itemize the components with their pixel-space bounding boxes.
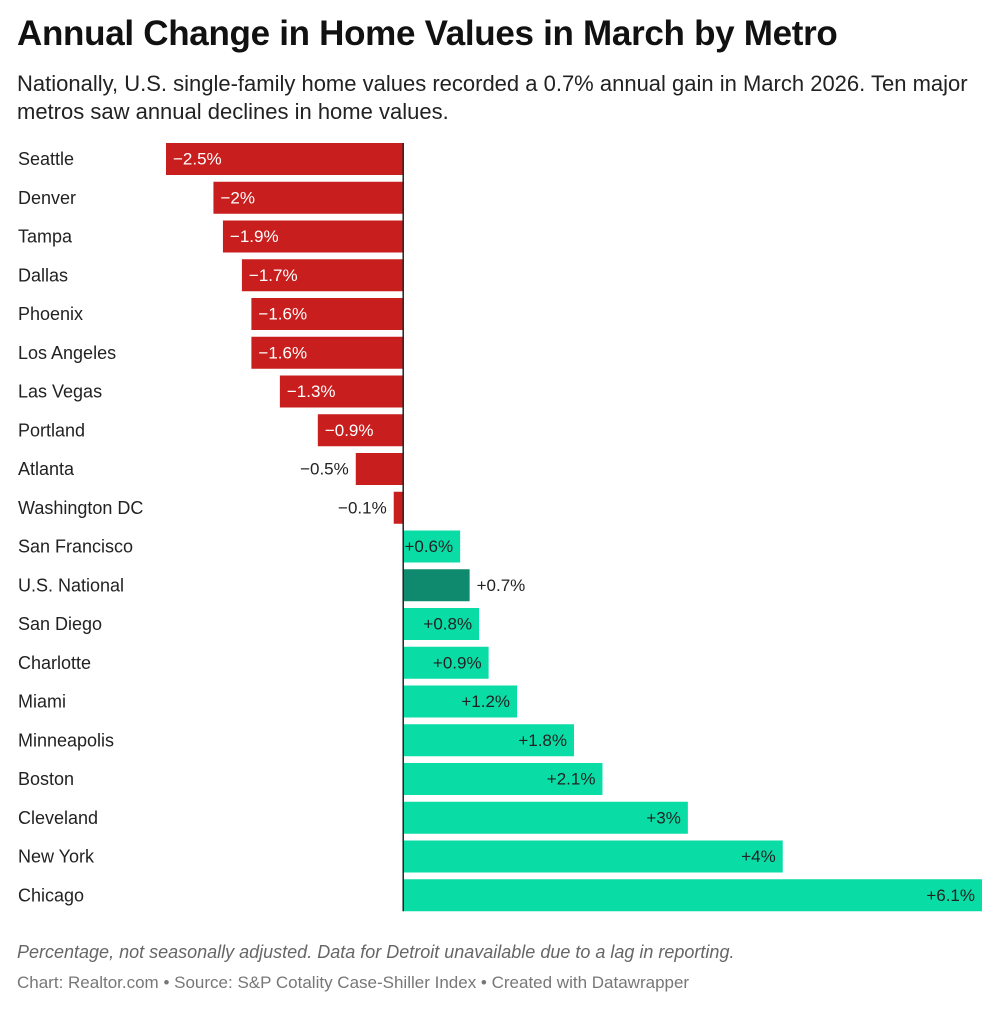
category-label: Los Angeles (18, 343, 116, 363)
category-label: Cleveland (18, 808, 98, 828)
value-label: +6.1% (926, 886, 975, 905)
category-label: San Diego (18, 614, 102, 634)
value-label: −1.3% (287, 382, 336, 401)
bar (403, 801, 688, 834)
bar (403, 685, 518, 718)
category-label: U.S. National (18, 575, 124, 595)
category-label: New York (18, 847, 95, 867)
value-label: +1.2% (461, 692, 510, 711)
category-label: Minneapolis (18, 730, 114, 750)
chart-notes: Percentage, not seasonally adjusted. Dat… (17, 942, 735, 962)
value-label: −0.5% (300, 460, 349, 479)
bar (403, 763, 603, 795)
value-label: −1.9% (230, 227, 279, 246)
chart-subtitle: Nationally, U.S. single-family home valu… (17, 71, 968, 124)
chart-title: Annual Change in Home Values in March by… (17, 14, 838, 53)
value-label: +2.1% (547, 770, 596, 789)
bar (403, 724, 574, 757)
category-label: Miami (18, 692, 66, 712)
bar (403, 879, 982, 912)
bar (403, 569, 470, 602)
category-label: Phoenix (18, 304, 83, 324)
category-label: Boston (18, 769, 74, 789)
bar (222, 220, 404, 253)
category-label: San Francisco (18, 537, 133, 557)
bar (393, 491, 404, 524)
bar (403, 530, 461, 563)
credit-source: Source: S&P Cotality Case-Shiller Index (174, 973, 477, 992)
value-label: −1.6% (258, 343, 307, 362)
bar (213, 181, 404, 214)
bar (355, 453, 404, 485)
value-label: +3% (646, 808, 681, 827)
value-label: −1.7% (249, 266, 298, 285)
bar (403, 646, 489, 679)
bar (403, 608, 480, 640)
value-label: +0.6% (404, 537, 453, 556)
bar (251, 336, 404, 369)
category-label: Tampa (18, 227, 73, 247)
value-label: −2.5% (173, 150, 222, 169)
bar (241, 259, 404, 292)
value-label: +0.9% (433, 653, 482, 672)
category-label: Chicago (18, 885, 84, 905)
bar (166, 143, 404, 175)
value-label: −0.9% (325, 421, 374, 440)
bar (251, 298, 404, 330)
bar (317, 414, 404, 447)
value-label: +0.7% (477, 576, 526, 595)
category-label: Dallas (18, 265, 68, 285)
category-label: Denver (18, 188, 76, 208)
credit-chart: Chart: Realtor.com (17, 973, 159, 992)
value-label: −0.1% (338, 498, 387, 517)
chart-credits: Chart: Realtor.com • Source: S&P Cotalit… (17, 973, 689, 993)
category-label: Portland (18, 420, 85, 440)
category-label: Charlotte (18, 653, 91, 673)
category-label: Atlanta (18, 459, 75, 479)
value-label: +4% (741, 847, 776, 866)
category-label: Las Vegas (18, 382, 102, 402)
credit-separator: • (476, 973, 492, 992)
category-label: Seattle (18, 149, 74, 169)
value-label: −1.6% (258, 305, 307, 324)
credit-separator: • (158, 973, 175, 992)
credit-created: Created with Datawrapper (491, 973, 690, 992)
value-label: +1.8% (518, 731, 567, 750)
bar (279, 375, 404, 408)
category-label: Washington DC (18, 498, 143, 518)
value-label: +0.8% (423, 615, 472, 634)
bar-chart: Seattle −2.5% Denver −2% Tampa −1.9% Dallas −1.… (18, 143, 982, 912)
bar (403, 840, 783, 873)
value-label: −2% (220, 188, 255, 207)
